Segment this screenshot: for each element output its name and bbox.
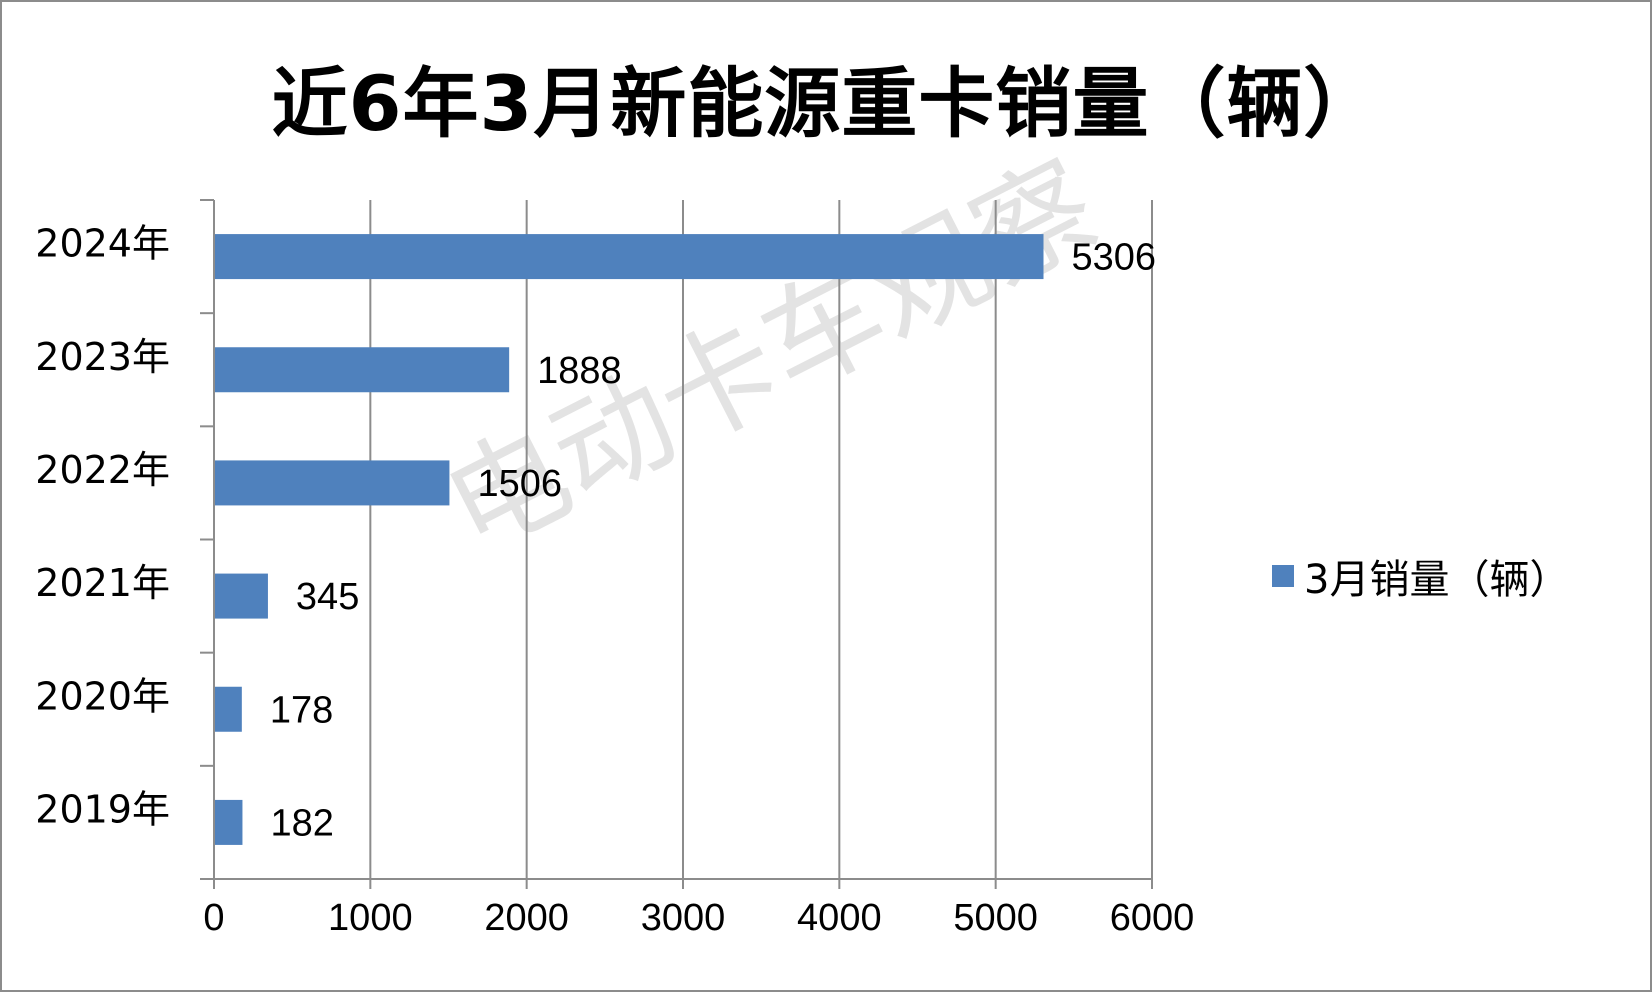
y-tick-label: 2021年 — [35, 561, 170, 605]
data-label: 1888 — [537, 350, 622, 392]
bar — [215, 460, 450, 506]
legend: 3月销量（辆） — [1272, 547, 1569, 605]
y-tick-label: 2020年 — [35, 674, 170, 718]
x-tick-label: 5000 — [953, 897, 1038, 939]
bar — [215, 234, 1044, 280]
x-tick-label: 4000 — [797, 897, 882, 939]
data-label: 1506 — [477, 463, 562, 505]
data-label: 5306 — [1072, 237, 1157, 279]
y-tick-label: 2022年 — [35, 448, 170, 492]
legend-label: 3月销量（辆） — [1304, 557, 1570, 603]
chart-title: 近6年3月新能源重卡销量（辆） — [271, 59, 1381, 148]
bar — [215, 573, 268, 619]
y-tick-label: 2023年 — [35, 335, 170, 379]
legend-swatch — [1272, 565, 1294, 587]
y-tick-label: 2019年 — [35, 787, 170, 831]
bar — [215, 686, 242, 732]
x-tick-label: 3000 — [641, 897, 726, 939]
x-tick-label: 6000 — [1110, 897, 1195, 939]
data-label: 182 — [270, 802, 333, 844]
y-tick-label: 2024年 — [35, 222, 170, 266]
x-tick-label: 1000 — [328, 897, 413, 939]
bar — [215, 347, 510, 393]
x-tick-label: 2000 — [484, 897, 569, 939]
x-tick-label: 0 — [203, 897, 224, 939]
data-label: 178 — [270, 689, 333, 731]
data-label: 345 — [296, 576, 359, 618]
bar — [215, 799, 243, 845]
